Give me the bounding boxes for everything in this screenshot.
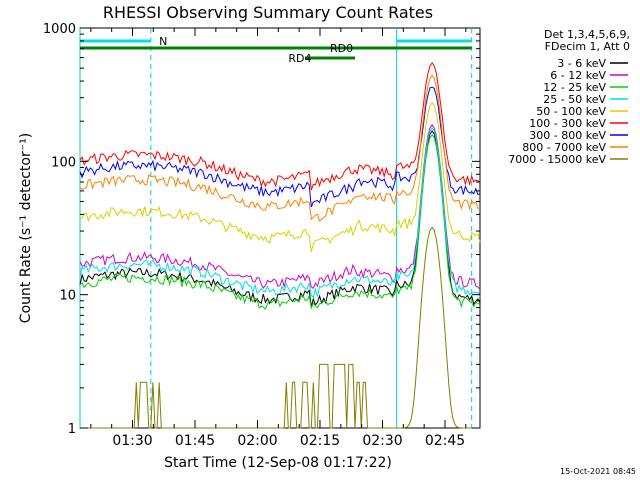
series-line-8 <box>80 226 480 429</box>
legend-entry-label: 25 - 50 keV <box>543 93 606 106</box>
y-tick-label: 1 <box>68 422 76 437</box>
series-line-3 <box>79 127 481 299</box>
legend: Det 1,3,4,5,6,9, FDecim 1, Att 0 3 - 6 k… <box>508 28 630 166</box>
series-line-4 <box>79 101 481 253</box>
legend-entry-label: 50 - 100 keV <box>536 105 606 118</box>
series-line-1 <box>79 123 481 290</box>
x-tick-label: 02:30 <box>362 433 402 449</box>
footer-timestamp: 15-Oct-2021 08:45 <box>560 467 636 476</box>
y-tick-label: 1000 <box>43 22 76 37</box>
flag-label-n: N <box>159 35 167 48</box>
series-line-0 <box>79 130 481 307</box>
y-tick-label: 10 <box>59 289 76 304</box>
y-tick-label: 100 <box>51 155 76 170</box>
series-line-7 <box>79 74 481 222</box>
legend-entry-label: 300 - 800 keV <box>529 129 606 142</box>
series-line-5 <box>79 61 481 191</box>
series-line-2 <box>79 134 481 311</box>
legend-entry-label: 7000 - 15000 keV <box>508 153 606 166</box>
legend-header-line-2: FDecim 1, Att 0 <box>545 40 630 53</box>
x-tick-label: 01:45 <box>175 433 215 449</box>
plot-layer <box>79 28 473 428</box>
legend-entry-label: 3 - 6 keV <box>557 57 606 70</box>
x-tick-label: 02:15 <box>300 433 340 449</box>
flags-layer: N RD0 RD4 <box>80 35 472 65</box>
legend-header-line-1: Det 1,3,4,5,6,9, <box>544 28 630 41</box>
x-tick-label: 02:00 <box>237 433 277 449</box>
axes-layer: 1 10 100 1000 01:30 01:45 02:00 02:15 02:30 02:45 <box>43 22 480 449</box>
series-layer <box>79 61 481 429</box>
y-axis-label: Count Rate (s⁻¹ detector⁻¹) <box>18 133 34 323</box>
x-tick-label: 02:45 <box>425 433 465 449</box>
plot-frame <box>79 27 481 429</box>
legend-entry-label: 800 - 7000 keV <box>522 141 606 154</box>
x-tick-label: 01:30 <box>112 433 152 449</box>
legend-entry-label: 100 - 300 keV <box>529 117 606 130</box>
legend-entry-label: 6 - 12 keV <box>550 69 606 82</box>
x-axis-label: Start Time (12-Sep-08 01:17:22) <box>164 455 392 471</box>
flag-label-rd4: RD4 <box>288 52 311 65</box>
flag-label-rd0: RD0 <box>330 42 353 55</box>
legend-entry-label: 12 - 25 keV <box>543 81 606 94</box>
chart-title: RHESSI Observing Summary Count Rates <box>103 3 433 22</box>
series-line-6 <box>79 86 481 208</box>
